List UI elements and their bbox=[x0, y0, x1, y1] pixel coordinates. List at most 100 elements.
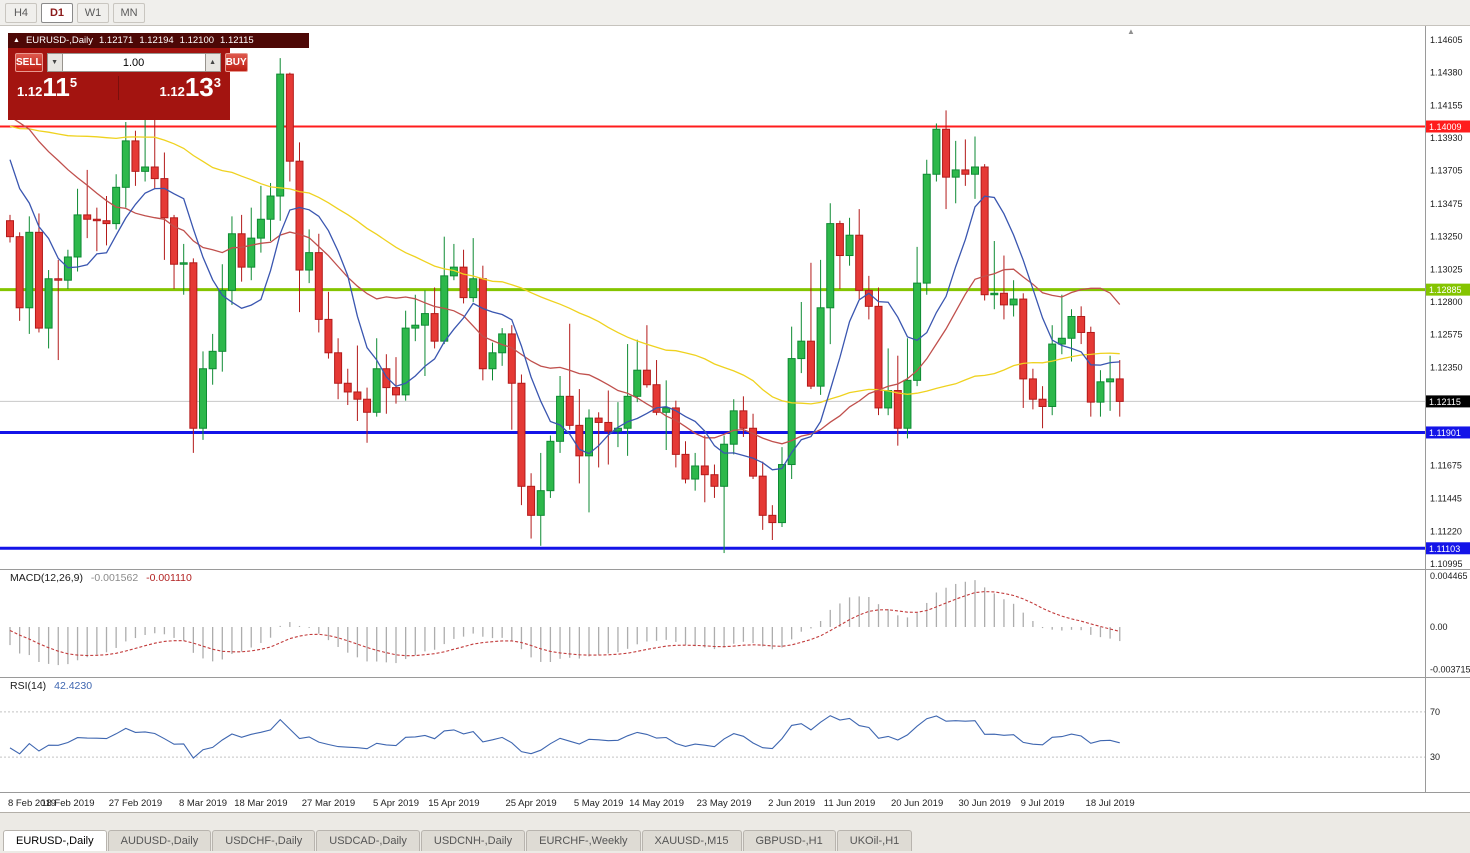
date-axis-label: 9 Jul 2019 bbox=[1021, 798, 1065, 809]
date-axis-label: 27 Feb 2019 bbox=[109, 798, 162, 809]
price-tick-label: 1.13475 bbox=[1430, 199, 1463, 209]
volume-stepper: ▼ ▲ bbox=[46, 53, 221, 72]
horizontal-level-price-label bbox=[1426, 426, 1470, 439]
ask-price-main: 1.12 bbox=[159, 84, 185, 99]
date-axis-label: 18 Mar 2019 bbox=[234, 798, 287, 809]
current-price-badge bbox=[1426, 395, 1470, 408]
ohlc-high: 1.12194 bbox=[139, 35, 174, 46]
macd-main-value: -0.001562 bbox=[90, 572, 139, 584]
date-axis-label: 18 Jul 2019 bbox=[1086, 798, 1135, 809]
price-tick-label: 1.11445 bbox=[1430, 494, 1462, 504]
macd-indicator-label: MACD(12,26,9) -0.001562 -0.001110 bbox=[10, 572, 192, 584]
rsi-name: RSI(14) bbox=[10, 680, 47, 692]
price-tick-label: 1.11675 bbox=[1430, 460, 1462, 470]
timeframe-button-w1[interactable]: W1 bbox=[77, 2, 109, 23]
moving-average-line-50 bbox=[9, 125, 1120, 405]
price-tick-label: 1.10995 bbox=[1430, 559, 1463, 569]
macd-axis-label: -0.003715 bbox=[1430, 664, 1470, 674]
date-axis-label: 5 Apr 2019 bbox=[373, 798, 419, 809]
horizontal-level-price-label bbox=[1426, 120, 1470, 133]
candlestick-series bbox=[6, 58, 1124, 554]
sell-button[interactable]: SELL bbox=[15, 53, 43, 72]
horizontal-level-price-text: 1.11103 bbox=[1429, 544, 1460, 554]
date-axis-label: 8 Feb 2019 bbox=[8, 798, 56, 809]
price-tick-label: 1.12350 bbox=[1430, 362, 1463, 372]
volume-increase-icon[interactable]: ▲ bbox=[204, 53, 221, 72]
chart-ohlc-bar: ▲ EURUSD-,Daily 1.12171 1.12194 1.12100 … bbox=[8, 33, 309, 48]
chart-tab[interactable]: EURUSD-,Daily bbox=[3, 830, 107, 851]
horizontal-level-price-text: 1.14009 bbox=[1429, 122, 1462, 132]
date-axis-label: 23 May 2019 bbox=[697, 798, 752, 809]
price-tick-label: 1.13705 bbox=[1430, 166, 1463, 176]
chart-tab[interactable]: USDCAD-,Daily bbox=[316, 830, 420, 851]
price-tick-label: 1.11220 bbox=[1430, 526, 1462, 536]
horizontal-level-price-label bbox=[1426, 542, 1470, 555]
horizontal-level-price-text: 1.11901 bbox=[1429, 428, 1461, 438]
bid-price: 1.12 11 5 bbox=[17, 74, 77, 100]
chart-tab[interactable]: EURCHF-,Weekly bbox=[526, 830, 641, 851]
chart-shift-marker-icon[interactable]: ▲ bbox=[1127, 27, 1135, 36]
chart-tab[interactable]: UKOil-,H1 bbox=[836, 830, 913, 851]
date-axis-label: 18 Feb 2019 bbox=[41, 798, 94, 809]
bid-ask-divider bbox=[117, 76, 119, 100]
chart-canvas: 1.14605 1.14380 1.14155 1.13930 1.13705 1.134… bbox=[0, 26, 1470, 812]
timeframe-toolbar: H4 D1 W1 MN bbox=[0, 0, 1470, 26]
chart-tab[interactable]: AUDUSD-,Daily bbox=[107, 830, 212, 851]
date-axis-label: 8 Mar 2019 bbox=[179, 798, 227, 809]
macd-signal-line bbox=[9, 591, 1120, 657]
price-tick-label: 1.12575 bbox=[1430, 330, 1463, 340]
date-axis-label: 5 May 2019 bbox=[574, 798, 624, 809]
buy-button[interactable]: BUY bbox=[224, 53, 248, 72]
chart-tab[interactable]: GBPUSD-,H1 bbox=[742, 830, 836, 851]
one-click-trading-panel: SELL ▼ ▲ BUY 1.12 11 5 1.12 13 3 bbox=[8, 48, 248, 120]
rsi-line bbox=[9, 715, 1120, 759]
date-axis-label: 20 Jun 2019 bbox=[891, 798, 943, 809]
date-axis-label: 2 Jun 2019 bbox=[768, 798, 815, 809]
timeframe-button-d1[interactable]: D1 bbox=[41, 2, 73, 23]
chart-tab[interactable]: XAUUSD-,M15 bbox=[641, 830, 742, 851]
chart-symbol-period: EURUSD-,Daily bbox=[25, 35, 93, 46]
macd-name: MACD(12,26,9) bbox=[10, 572, 83, 584]
ohlc-close: 1.12115 bbox=[220, 35, 254, 46]
macd-axis-label: 0.00 bbox=[1430, 622, 1448, 632]
date-axis-label: 11 Jun 2019 bbox=[824, 798, 876, 809]
date-axis-label: 15 Apr 2019 bbox=[428, 798, 479, 809]
date-axis-label: 25 Apr 2019 bbox=[505, 798, 556, 809]
macd-axis-label: 0.004465 bbox=[1430, 571, 1468, 581]
price-tick-label: 1.14380 bbox=[1430, 68, 1463, 78]
price-tick-label: 1.12800 bbox=[1430, 297, 1463, 307]
macd-signal-value: -0.001110 bbox=[146, 572, 192, 584]
chart-tab-bar: EURUSD-,Daily AUDUSD-,Daily USDCHF-,Daily U… bbox=[0, 812, 1470, 853]
bid-price-pip: 5 bbox=[69, 75, 78, 90]
timeframe-button-mn[interactable]: MN bbox=[113, 2, 145, 23]
date-axis-label: 30 Jun 2019 bbox=[959, 798, 1011, 809]
bid-price-big: 11 bbox=[42, 72, 70, 102]
price-tick-label: 1.13250 bbox=[1430, 232, 1463, 242]
ask-price: 1.12 13 3 bbox=[160, 74, 221, 100]
moving-average-line-20 bbox=[9, 115, 1121, 445]
rsi-value: 42.4230 bbox=[54, 680, 93, 692]
rsi-level-label: 30 bbox=[1430, 752, 1440, 762]
timeframe-button-h4[interactable]: H4 bbox=[5, 2, 37, 23]
rsi-indicator-label: RSI(14) 42.4230 bbox=[10, 680, 92, 692]
bid-price-main: 1.12 bbox=[17, 84, 43, 99]
chart-tab[interactable]: USDCHF-,Daily bbox=[212, 830, 316, 851]
ohlc-open: 1.12171 bbox=[98, 35, 134, 46]
volume-decrease-icon[interactable]: ▼ bbox=[46, 53, 63, 72]
rsi-level-label: 70 bbox=[1430, 707, 1440, 717]
horizontal-level-price-label bbox=[1426, 283, 1470, 296]
current-price-label: 1.12115 bbox=[1429, 397, 1461, 407]
moving-average-line-8 bbox=[9, 159, 1120, 471]
chart-tab[interactable]: USDCNH-,Daily bbox=[420, 830, 526, 851]
price-tick-label: 1.14155 bbox=[1430, 100, 1463, 110]
ask-price-big: 13 bbox=[184, 72, 214, 102]
ohlc-low: 1.12100 bbox=[179, 35, 215, 46]
price-tick-label: 1.13025 bbox=[1430, 264, 1463, 274]
price-tick-label: 1.13930 bbox=[1430, 133, 1463, 143]
collapse-panel-icon[interactable]: ▲ bbox=[13, 37, 20, 44]
date-axis-label: 27 Mar 2019 bbox=[302, 798, 355, 809]
volume-input[interactable] bbox=[62, 53, 205, 72]
price-tick-label: 1.14605 bbox=[1430, 35, 1463, 45]
horizontal-level-price-text: 1.12885 bbox=[1429, 285, 1462, 295]
ask-price-pip: 3 bbox=[213, 75, 221, 90]
